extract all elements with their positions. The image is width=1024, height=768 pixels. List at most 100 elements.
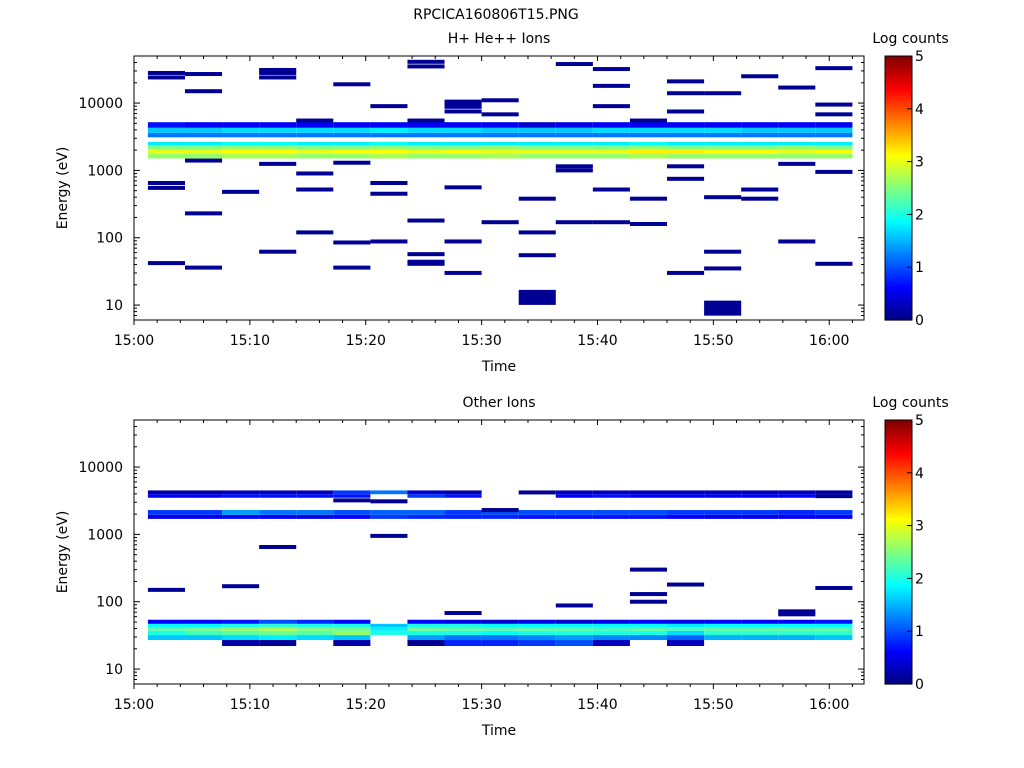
colorbar-segment bbox=[885, 573, 912, 577]
heatmap-cell bbox=[296, 627, 334, 631]
y-tick-label: 1000 bbox=[87, 527, 123, 543]
y-tick-label: 1000 bbox=[87, 163, 123, 179]
colorbar-segment bbox=[885, 459, 912, 463]
colorbar-segment bbox=[885, 583, 912, 587]
colorbar-segment bbox=[885, 433, 912, 437]
heatmap-cell bbox=[444, 122, 482, 128]
heatmap-cell bbox=[555, 490, 593, 495]
heatmap-cell-sparse bbox=[667, 79, 705, 84]
heatmap-cell bbox=[555, 127, 593, 133]
heatmap-cell bbox=[481, 149, 519, 155]
heatmap-cell bbox=[704, 619, 742, 624]
colorbar-segment bbox=[885, 509, 912, 513]
colorbar-segment bbox=[885, 201, 912, 205]
heatmap-cell bbox=[704, 635, 742, 641]
heatmap-cell bbox=[259, 510, 297, 515]
colorbar-segment bbox=[885, 172, 912, 176]
colorbar-segment bbox=[885, 449, 912, 453]
x-tick-label: 15:20 bbox=[346, 333, 386, 349]
heatmap-cell bbox=[815, 132, 853, 138]
heatmap-cell bbox=[184, 122, 223, 128]
heatmap-cell bbox=[704, 514, 742, 519]
heatmap-cell-sparse bbox=[370, 191, 408, 196]
colorbar-segment bbox=[885, 190, 912, 194]
colorbar-segment bbox=[885, 607, 912, 611]
heatmap-cell bbox=[407, 132, 445, 138]
colorbar-segment bbox=[885, 628, 912, 632]
heatmap-cell bbox=[518, 619, 556, 624]
heatmap-cell-sparse bbox=[184, 89, 223, 94]
heatmap-cell bbox=[629, 635, 668, 641]
heatmap-cell bbox=[333, 494, 371, 498]
heatmap-cell bbox=[222, 627, 260, 631]
colorbar-segment bbox=[885, 491, 912, 495]
colorbar-segment bbox=[885, 148, 912, 152]
heatmap-cell bbox=[629, 127, 668, 133]
heatmap-cell-sparse bbox=[296, 187, 334, 192]
colorbar-segment bbox=[885, 256, 912, 260]
colorbar-segment bbox=[885, 122, 912, 126]
heatmap-cell-sparse bbox=[481, 98, 519, 103]
heatmap-cell bbox=[222, 619, 260, 624]
heatmap-cell bbox=[667, 635, 705, 641]
heatmap-cell bbox=[592, 122, 630, 128]
heatmap-cell-sparse bbox=[222, 189, 260, 194]
colorbar-segment bbox=[885, 612, 912, 616]
heatmap-cell bbox=[296, 514, 334, 519]
heatmap-cell bbox=[184, 623, 223, 628]
heatmap-cell-sparse bbox=[407, 59, 445, 64]
heatmap-cell bbox=[815, 154, 853, 159]
heatmap-cell bbox=[518, 635, 556, 641]
heatmap-cell bbox=[370, 132, 408, 138]
colorbar-segment bbox=[885, 92, 912, 97]
heatmap-cell-sparse bbox=[741, 74, 779, 79]
heatmap-cell bbox=[555, 149, 593, 155]
heatmap-cell bbox=[667, 514, 705, 519]
heatmap-cell-sparse bbox=[444, 104, 482, 109]
heatmap-cell bbox=[444, 514, 482, 519]
x-tick-label: 15:30 bbox=[461, 333, 501, 349]
colorbar-segment bbox=[885, 277, 912, 281]
heatmap-cell bbox=[741, 623, 779, 628]
heatmap-cell-sparse bbox=[667, 176, 705, 181]
heatmap-cell bbox=[667, 149, 705, 155]
heatmap-cell bbox=[555, 145, 593, 150]
heatmap-cell-sparse bbox=[778, 609, 816, 614]
heatmap-cell bbox=[629, 141, 668, 146]
heatmap-cell bbox=[444, 494, 482, 498]
heatmap-cell bbox=[147, 627, 185, 631]
heatmap-cell-sparse bbox=[481, 508, 519, 513]
heatmap-cell bbox=[778, 627, 816, 631]
heatmap-cell bbox=[592, 154, 630, 159]
heatmap-cell bbox=[370, 510, 408, 515]
heatmap-cell bbox=[778, 510, 816, 515]
colorbar-segment bbox=[885, 209, 912, 213]
heatmap-cell bbox=[296, 619, 334, 624]
heatmap-cell-sparse bbox=[741, 196, 779, 201]
colorbar-segment bbox=[885, 604, 912, 609]
heatmap-cell bbox=[259, 635, 297, 641]
colorbar-segment bbox=[885, 591, 912, 595]
heatmap-cell-sparse bbox=[778, 239, 816, 244]
heatmap-cell bbox=[667, 122, 705, 128]
colorbar-segment bbox=[885, 499, 912, 503]
colorbar-segment bbox=[885, 116, 912, 120]
heatmap-cell bbox=[704, 510, 742, 515]
heatmap-cell bbox=[555, 141, 593, 146]
heatmap-cell-sparse bbox=[407, 218, 445, 223]
heatmap-cell bbox=[147, 510, 185, 515]
heatmap-cell bbox=[333, 154, 371, 159]
colorbar-segment bbox=[885, 156, 912, 160]
heatmap-cell-sparse bbox=[518, 289, 556, 305]
plot-frame bbox=[133, 419, 865, 685]
colorbar-segment bbox=[885, 676, 912, 680]
heatmap-cell bbox=[333, 640, 371, 647]
heatmap-cell bbox=[259, 127, 297, 133]
colorbar-segment bbox=[885, 615, 912, 619]
heatmap-cell bbox=[444, 141, 482, 146]
heatmap-cell bbox=[741, 145, 779, 150]
heatmap-cell bbox=[444, 145, 482, 150]
colorbar-segment bbox=[885, 512, 912, 516]
heatmap-cell bbox=[778, 132, 816, 138]
